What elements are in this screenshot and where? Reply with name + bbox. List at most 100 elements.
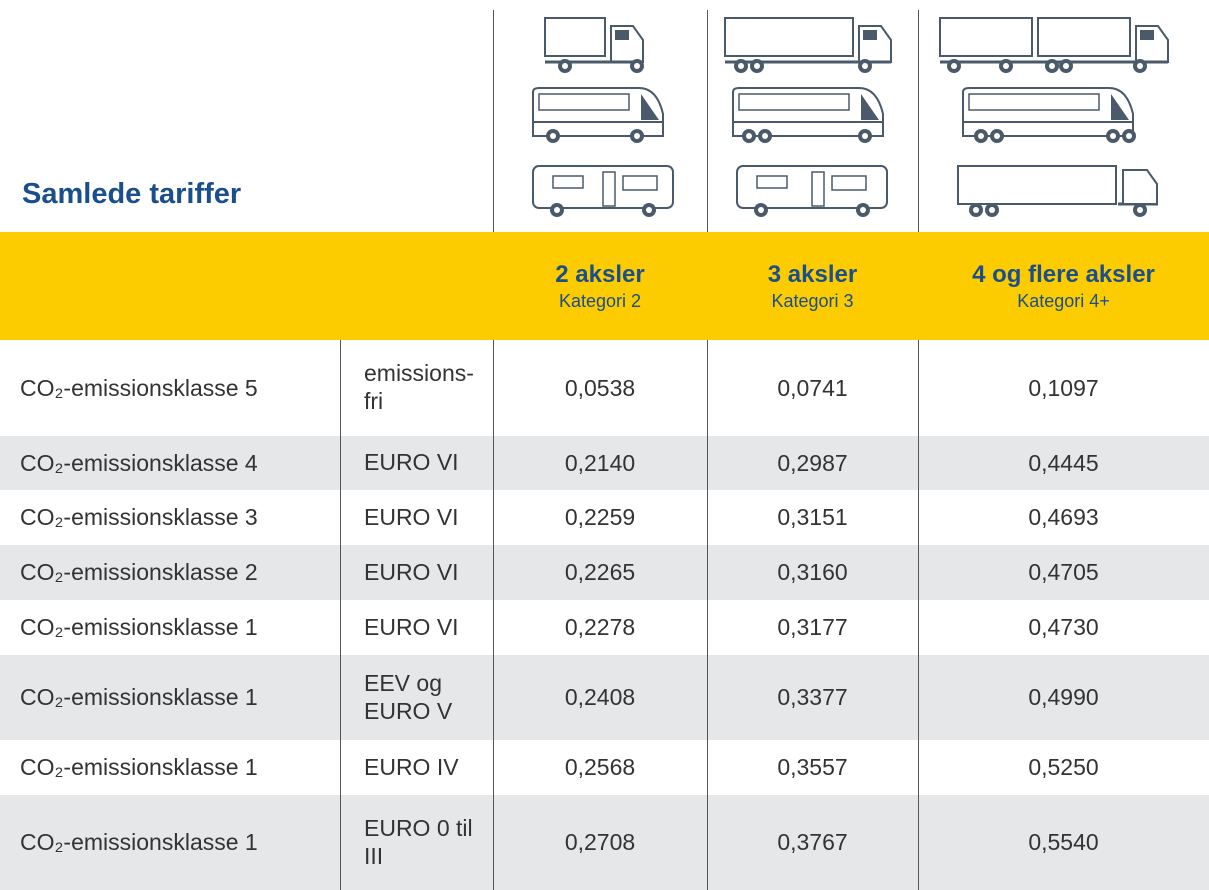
icon-part bbox=[641, 94, 659, 120]
icon-part bbox=[860, 207, 866, 213]
category: Kategori 3 bbox=[771, 290, 854, 311]
tariff-value: 0,2568 bbox=[564, 754, 636, 780]
icon-part bbox=[973, 207, 979, 213]
tariff-value: 0,2987 bbox=[777, 449, 848, 476]
emission-class: CO₂-emissionsklasse 2 bbox=[20, 559, 258, 585]
icon-part bbox=[863, 30, 877, 40]
icon-part bbox=[994, 133, 1000, 139]
icon-part bbox=[758, 207, 764, 213]
tariff-value: 0,3377 bbox=[777, 684, 848, 710]
tariff-value: 0,2140 bbox=[564, 449, 636, 476]
column-divider bbox=[340, 340, 341, 890]
row-background bbox=[0, 436, 1209, 490]
tariff-value: 0,5540 bbox=[1028, 829, 1099, 855]
icon-part bbox=[1137, 207, 1143, 213]
icon-part bbox=[811, 171, 825, 207]
icon-part bbox=[746, 133, 752, 139]
icon-part bbox=[602, 171, 616, 207]
euro-norm: EEV og EURO V bbox=[364, 669, 453, 724]
emission-class: CO₂-emissionsklasse 1 bbox=[20, 829, 258, 855]
icon-part bbox=[1111, 94, 1129, 120]
vehicle-icons bbox=[532, 17, 1169, 217]
tariff-value: 0,3151 bbox=[777, 504, 848, 530]
tariff-value: 0,1097 bbox=[1028, 374, 1099, 401]
icon-part bbox=[634, 133, 640, 139]
tariff-value: 0,4693 bbox=[1028, 504, 1099, 530]
row-background bbox=[0, 655, 1209, 740]
column-divider bbox=[493, 10, 494, 232]
euro-norm: EURO IV bbox=[364, 753, 459, 780]
icon-part bbox=[724, 17, 854, 57]
icon-part bbox=[1003, 63, 1009, 69]
column-divider bbox=[918, 340, 919, 890]
tariff-value: 0,3177 bbox=[777, 614, 848, 640]
icon-part bbox=[1110, 133, 1116, 139]
tariff-value: 0,4730 bbox=[1028, 614, 1099, 640]
column-header: 2 aksler Kategori 2 bbox=[493, 232, 707, 340]
column-divider bbox=[493, 340, 494, 890]
column-divider bbox=[707, 10, 708, 232]
icon-part bbox=[1049, 63, 1055, 69]
icon-part bbox=[978, 133, 984, 139]
icon-part bbox=[1137, 63, 1143, 69]
emission-class: CO₂-emissionsklasse 3 bbox=[20, 504, 258, 530]
axle-count: 4 og flere aksler bbox=[972, 260, 1155, 288]
tariff-value: 0,2259 bbox=[564, 504, 636, 530]
axle-count: 2 aksler bbox=[555, 260, 645, 288]
icon-part bbox=[538, 93, 630, 111]
tariff-value: 0,0538 bbox=[564, 374, 636, 401]
table-title: Samlede tariffer bbox=[22, 178, 242, 210]
euro-norm: EURO 0 til III bbox=[364, 814, 473, 869]
icon-part bbox=[1037, 17, 1131, 57]
tariff-value: 0,4990 bbox=[1028, 684, 1099, 710]
icon-part bbox=[544, 17, 606, 57]
icon-part bbox=[615, 30, 629, 40]
tariff-value: 0,0741 bbox=[777, 374, 848, 401]
tariff-value: 0,2265 bbox=[564, 559, 636, 585]
icon-part bbox=[861, 94, 879, 120]
icon-part bbox=[862, 63, 868, 69]
icon-part bbox=[831, 175, 867, 191]
icon-part bbox=[552, 175, 584, 189]
icon-part bbox=[634, 63, 640, 69]
emission-class: CO₂-emissionsklasse 5 bbox=[20, 374, 258, 401]
euro-norm: EURO VI bbox=[364, 613, 459, 640]
tariff-value: 0,4445 bbox=[1028, 449, 1099, 476]
emission-class: CO₂-emissionsklasse 1 bbox=[20, 614, 258, 640]
icon-part bbox=[646, 207, 652, 213]
euro-norm: EURO VI bbox=[364, 449, 459, 476]
tariff-value: 0,4705 bbox=[1028, 559, 1099, 585]
icon-part bbox=[738, 63, 744, 69]
icon-part bbox=[762, 133, 768, 139]
icon-part bbox=[957, 165, 1117, 205]
icon-part bbox=[862, 133, 868, 139]
column-header: 3 aksler Kategori 3 bbox=[707, 232, 918, 340]
header-band bbox=[0, 232, 1209, 340]
icon-part bbox=[968, 93, 1100, 111]
euro-norm: EURO VI bbox=[364, 558, 459, 585]
icon-part bbox=[550, 133, 556, 139]
column-divider bbox=[707, 340, 708, 890]
category: Kategori 2 bbox=[558, 290, 642, 311]
column-divider bbox=[918, 10, 919, 232]
icon-part bbox=[951, 63, 957, 69]
icon-part bbox=[1122, 169, 1158, 205]
icon-part bbox=[622, 175, 658, 191]
tariff-value: 0,2708 bbox=[564, 829, 636, 855]
row-background bbox=[0, 795, 1209, 890]
icon-part bbox=[554, 207, 560, 213]
tariff-value: 0,3160 bbox=[777, 559, 848, 585]
icon-part bbox=[1126, 133, 1132, 139]
category: Kategori 4+ bbox=[1017, 290, 1110, 311]
icon-part bbox=[1140, 30, 1154, 40]
icon-part bbox=[989, 207, 995, 213]
tariff-value: 0,5250 bbox=[1028, 754, 1099, 780]
tariff-value: 0,2278 bbox=[564, 614, 636, 640]
euro-norm: EURO VI bbox=[364, 503, 459, 530]
icon-part bbox=[1063, 63, 1069, 69]
icon-part bbox=[738, 93, 850, 111]
axle-count: 3 aksler bbox=[767, 260, 858, 288]
icon-part bbox=[939, 17, 1033, 57]
icon-part bbox=[756, 175, 788, 189]
